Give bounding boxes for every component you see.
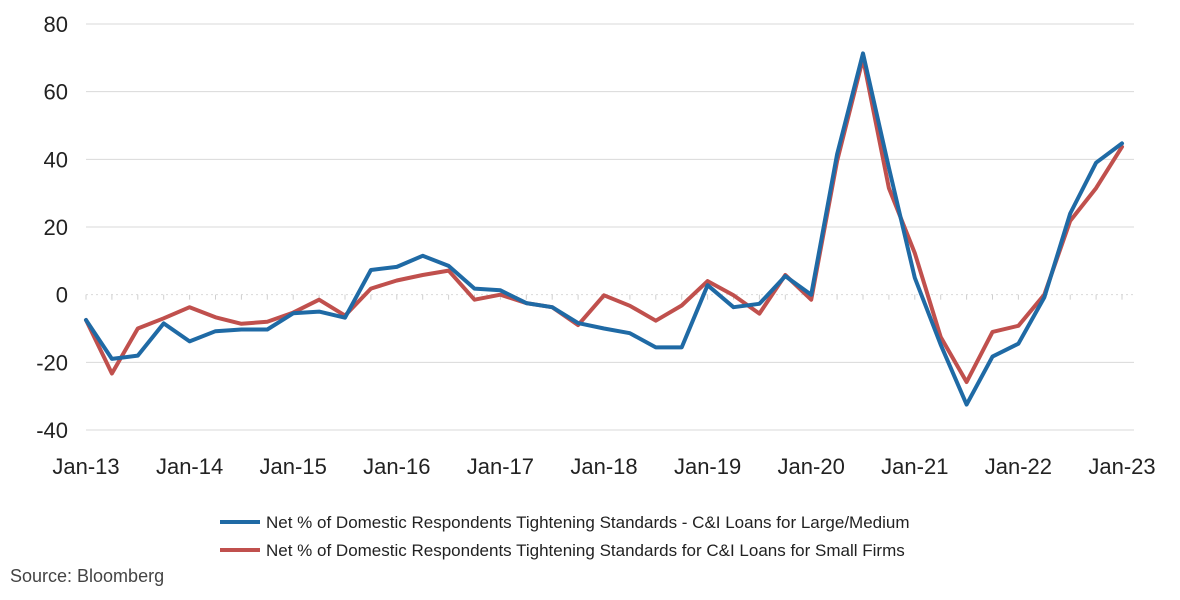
legend-label-large-medium: Net % of Domestic Respondents Tightening…: [266, 513, 910, 532]
y-axis-tick-labels: 80 60 40 20 0 -20 -40: [36, 12, 68, 443]
series-line-small-firms: [84, 56, 1124, 384]
x-tick-label: Jan-13: [52, 454, 119, 479]
x-tick-label: Jan-20: [778, 454, 845, 479]
y-tick-label: 20: [44, 215, 68, 240]
x-tick-label: Jan-21: [881, 454, 948, 479]
x-tick-label: Jan-18: [570, 454, 637, 479]
x-tick-label: Jan-23: [1088, 454, 1155, 479]
series-lines: [84, 51, 1124, 407]
x-axis-tick-labels: Jan-13 Jan-14 Jan-15 Jan-16 Jan-17 Jan-18 Jan-…: [52, 454, 1155, 479]
x-tick-marks: [85, 294, 1123, 300]
source-note: Source: Bloomberg: [10, 566, 165, 586]
legend: Net % of Domestic Respondents Tightening…: [220, 513, 910, 560]
series-line-large-medium: [84, 51, 1124, 407]
x-tick-label: Jan-14: [156, 454, 223, 479]
y-tick-label: -20: [36, 350, 68, 375]
x-tick-label: Jan-19: [674, 454, 741, 479]
x-tick-label: Jan-16: [363, 454, 430, 479]
y-tick-label: 60: [44, 80, 68, 105]
x-tick-label: Jan-17: [467, 454, 534, 479]
x-tick-label: Jan-15: [260, 454, 327, 479]
y-tick-label: -40: [36, 418, 68, 443]
y-tick-label: 80: [44, 12, 68, 37]
legend-label-small-firms: Net % of Domestic Respondents Tightening…: [266, 541, 905, 560]
x-tick-label: Jan-22: [985, 454, 1052, 479]
y-tick-label: 40: [44, 147, 68, 172]
gridlines: [86, 23, 1134, 431]
y-tick-label: 0: [56, 283, 68, 308]
